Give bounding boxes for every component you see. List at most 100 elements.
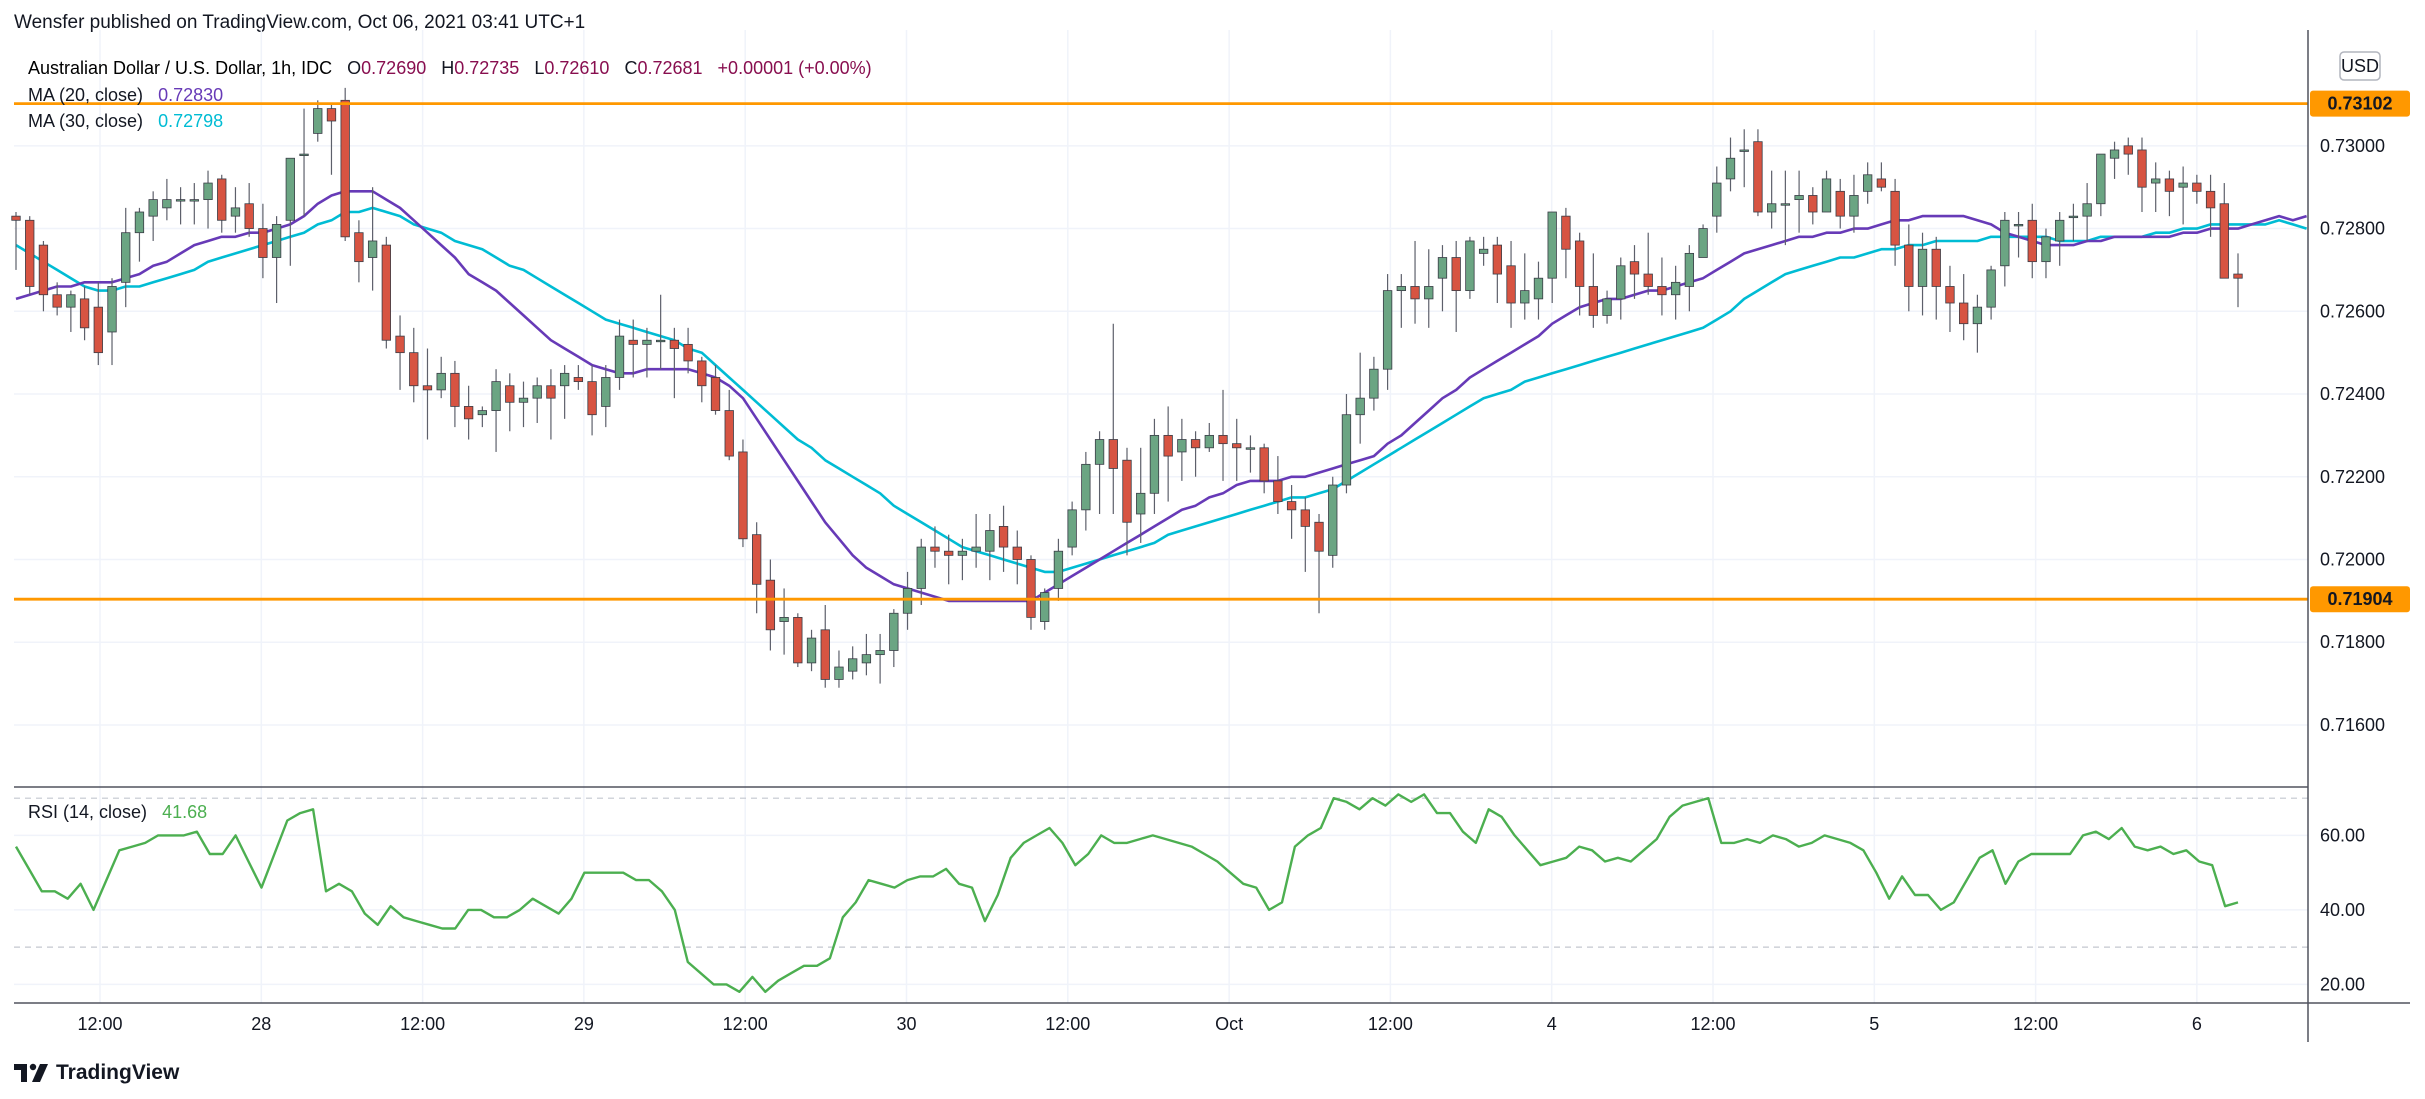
candle xyxy=(1890,178,1900,266)
candle xyxy=(985,513,995,581)
candle xyxy=(656,294,666,370)
time-tick-label: 12:00 xyxy=(723,1014,768,1034)
candle xyxy=(1698,224,1708,258)
rsi-value: 41.68 xyxy=(162,802,207,822)
candle xyxy=(1259,443,1269,494)
candle xyxy=(107,278,117,366)
candle xyxy=(2233,253,2243,308)
candle xyxy=(93,282,103,366)
candle xyxy=(25,216,35,295)
candle xyxy=(326,104,337,175)
candle xyxy=(1190,431,1201,477)
candle xyxy=(861,633,872,676)
candle xyxy=(1163,406,1173,502)
candle xyxy=(957,538,968,581)
candle xyxy=(1767,170,1777,229)
legend: Australian Dollar / U.S. Dollar, 1h, IDC… xyxy=(28,58,872,822)
candle xyxy=(1588,253,1598,328)
chart-frame xyxy=(14,30,2410,1042)
ma20-label: MA (20, close) xyxy=(28,85,143,105)
level-price-label: 0.73102 xyxy=(2327,94,2392,114)
legend-ma20: MA (20, close) 0.72830 xyxy=(28,85,223,105)
rsi-line xyxy=(14,793,2239,993)
candle xyxy=(175,187,186,225)
candle xyxy=(2219,183,2229,279)
candle xyxy=(285,157,295,266)
candle xyxy=(2109,141,2120,179)
candle xyxy=(1149,418,1160,514)
candle xyxy=(1369,356,1379,411)
candle xyxy=(902,571,913,630)
rsi-line-group xyxy=(14,793,2239,993)
legend-rsi: RSI (14, close) 41.68 xyxy=(28,802,207,822)
price-chart[interactable]: 0.73102 0.71904 0.73000 0.72800 0.72600 0.72… xyxy=(0,0,2425,1050)
candle xyxy=(628,319,638,378)
price-tick-label: 0.73000 xyxy=(2320,136,2385,156)
candle xyxy=(587,365,597,436)
candle xyxy=(1753,129,1763,217)
candle xyxy=(724,389,734,461)
ma30-line-group xyxy=(15,206,2307,574)
candle xyxy=(1616,257,1626,320)
candle xyxy=(340,87,350,241)
candle xyxy=(642,327,652,378)
candle xyxy=(820,604,830,688)
candle xyxy=(1808,187,1818,225)
candle xyxy=(299,108,309,217)
candle xyxy=(367,187,378,291)
candles xyxy=(11,87,2243,688)
candle xyxy=(2082,183,2092,241)
candle xyxy=(1794,170,1804,233)
price-tick-label: 0.72000 xyxy=(2320,549,2385,569)
candle xyxy=(217,174,227,233)
candle xyxy=(793,613,803,668)
ohlc-close: 0.72681 xyxy=(637,58,702,78)
ma30-value: 0.72798 xyxy=(158,111,223,131)
candle xyxy=(2123,137,2133,175)
candle xyxy=(1684,245,1695,312)
horizontal-levels[interactable]: 0.73102 0.71904 xyxy=(14,90,2410,613)
level-price-badge xyxy=(2310,90,2410,117)
currency-badge[interactable]: USD xyxy=(2339,51,2381,81)
price-tick-label: 0.71600 xyxy=(2320,715,2385,735)
candle xyxy=(518,381,529,428)
time-tick-label: 5 xyxy=(1869,1014,1879,1034)
candle xyxy=(1506,240,1516,328)
candle xyxy=(1218,389,1228,481)
candle xyxy=(1904,224,1914,312)
candle xyxy=(2192,174,2202,204)
axes[interactable]: 0.73000 0.72800 0.72600 0.72400 0.72200 0.720… xyxy=(77,136,2385,1034)
candle xyxy=(189,183,199,225)
candle xyxy=(1040,588,1050,630)
candle xyxy=(1328,476,1338,568)
tradingview-logo-icon xyxy=(14,1063,48,1082)
candle xyxy=(889,609,899,668)
rsi-tick-label: 20.00 xyxy=(2320,974,2365,994)
candle xyxy=(313,100,323,142)
tradingview-brand[interactable]: TradingView xyxy=(14,1058,179,1088)
ohlc-change: +0.00001 (+0.00%) xyxy=(718,58,872,78)
candle xyxy=(66,290,76,332)
candle xyxy=(2151,162,2161,213)
candle xyxy=(848,646,858,680)
candle xyxy=(573,365,584,390)
candle xyxy=(1972,294,1983,353)
candle xyxy=(1136,447,1146,543)
ma20-line xyxy=(15,190,2307,603)
candle xyxy=(1821,170,1832,213)
candle xyxy=(559,365,570,419)
candle xyxy=(2137,137,2147,213)
rsi-label: RSI (14, close) xyxy=(28,802,147,822)
candle xyxy=(477,406,487,428)
time-tick-label: 12:00 xyxy=(77,1014,122,1034)
time-tick-label: 28 xyxy=(251,1014,271,1034)
ma20-value: 0.72830 xyxy=(158,85,223,105)
candle xyxy=(532,377,542,423)
candle xyxy=(1273,456,1283,514)
rsi-tick-label: 60.00 xyxy=(2320,825,2365,845)
candle xyxy=(1657,257,1667,316)
candle xyxy=(422,348,433,440)
brand-label: TradingView xyxy=(56,1061,180,1084)
currency-label: USD xyxy=(2341,56,2379,76)
candle xyxy=(2013,212,2024,258)
